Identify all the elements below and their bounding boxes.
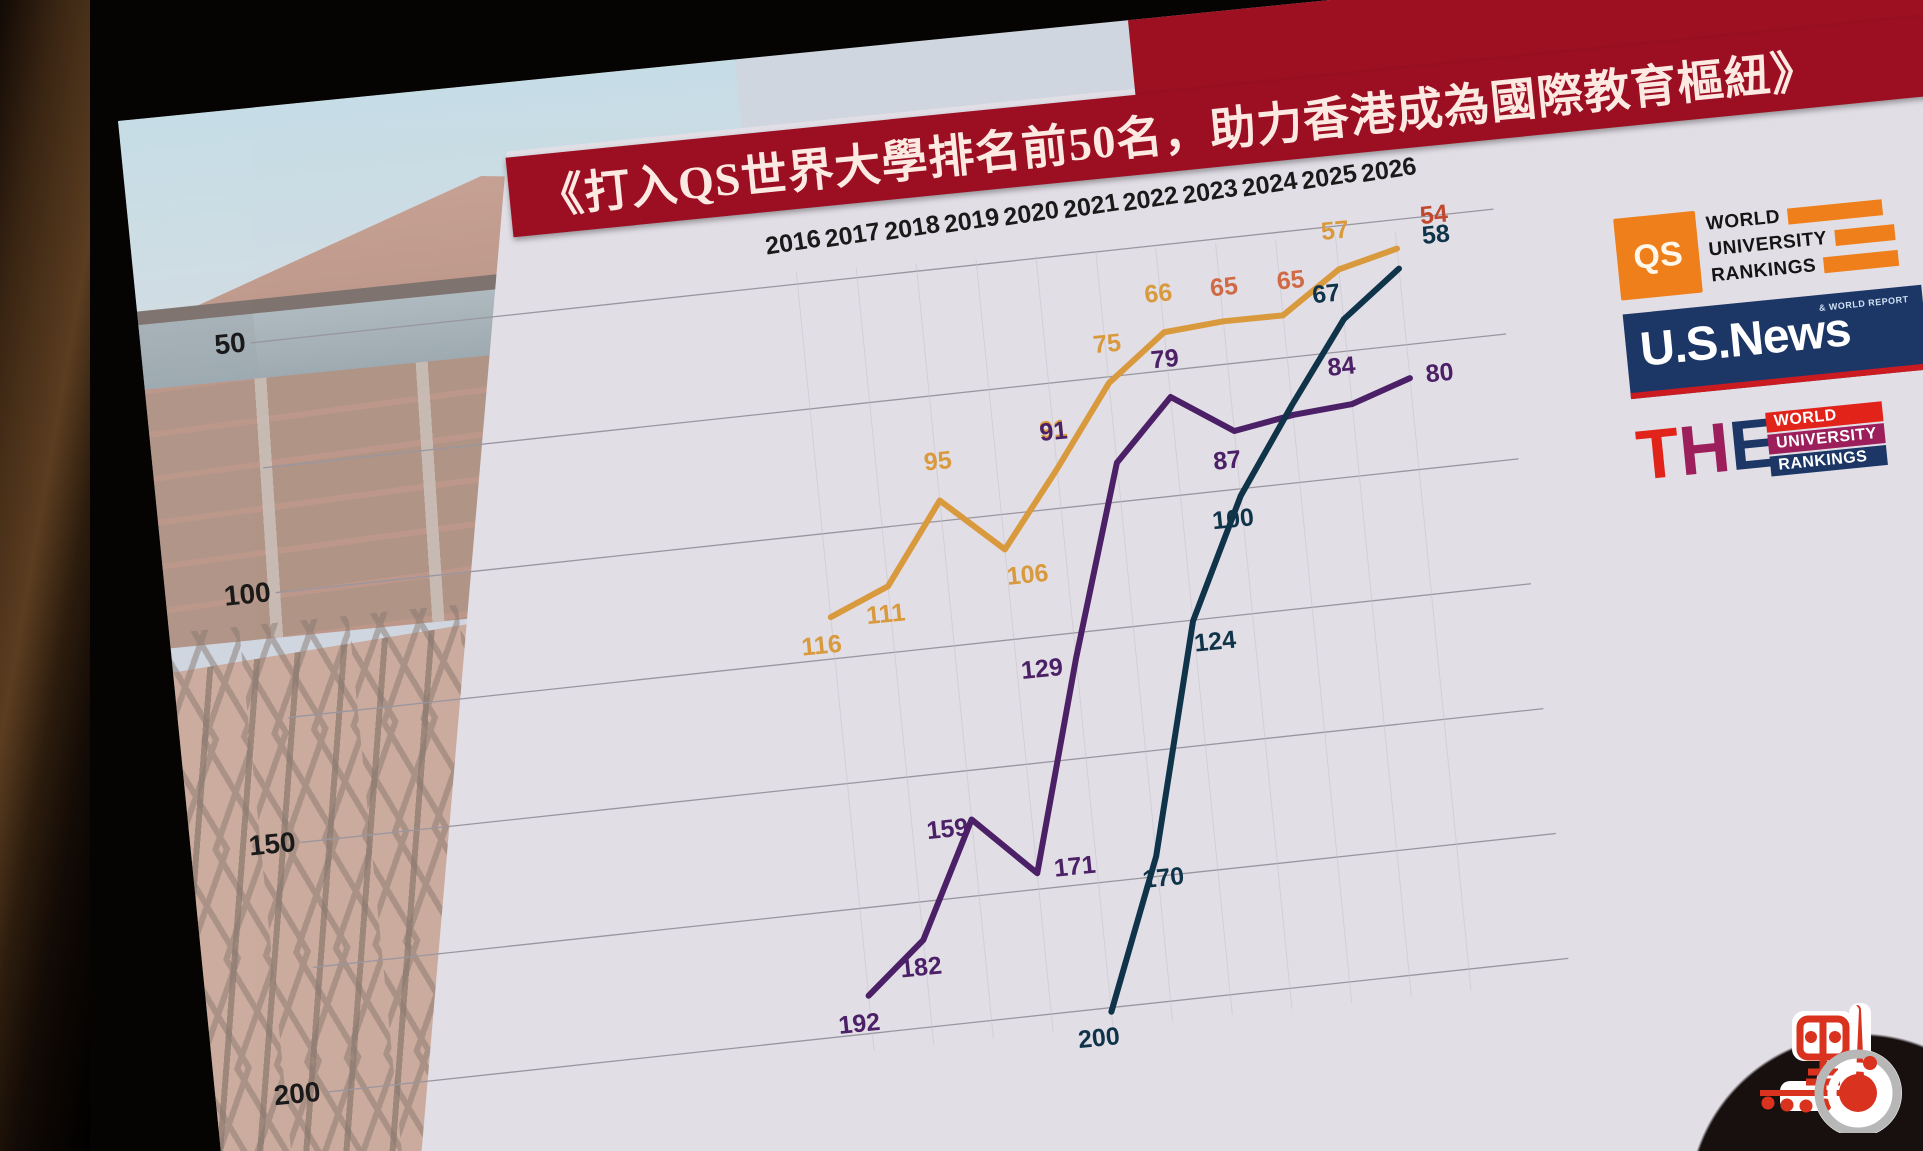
svg-text:67: 67 (1311, 279, 1341, 310)
svg-text:87: 87 (1212, 445, 1242, 476)
svg-text:95: 95 (923, 446, 954, 477)
svg-text:91: 91 (1038, 416, 1069, 447)
svg-text:84: 84 (1326, 351, 1357, 382)
svg-text:116: 116 (800, 630, 843, 662)
svg-text:2024: 2024 (1240, 166, 1299, 202)
svg-text:50: 50 (213, 326, 247, 360)
svg-text:100: 100 (222, 576, 272, 611)
svg-text:57: 57 (1320, 215, 1350, 246)
svg-text:65: 65 (1275, 265, 1306, 296)
svg-text:200: 200 (1077, 1022, 1121, 1054)
svg-text:106: 106 (1005, 559, 1049, 591)
svg-text:124: 124 (1193, 626, 1237, 658)
svg-text:66: 66 (1143, 278, 1173, 309)
svg-text:2019: 2019 (942, 203, 1001, 239)
svg-text:2018: 2018 (883, 210, 942, 246)
svg-text:150: 150 (247, 826, 297, 861)
svg-text:2017: 2017 (823, 217, 882, 253)
svg-text:200: 200 (272, 1076, 322, 1111)
svg-text:159: 159 (925, 813, 969, 845)
svg-text:80: 80 (1424, 358, 1454, 389)
svg-text:182: 182 (899, 951, 943, 983)
svg-text:129: 129 (1020, 653, 1064, 685)
svg-text:75: 75 (1092, 329, 1123, 360)
svg-text:2025: 2025 (1300, 159, 1359, 195)
svg-text:2026: 2026 (1359, 152, 1418, 188)
svg-text:2021: 2021 (1061, 188, 1120, 224)
svg-text:170: 170 (1141, 862, 1185, 894)
svg-text:2023: 2023 (1180, 174, 1239, 210)
svg-text:2022: 2022 (1121, 181, 1180, 217)
svg-text:2016: 2016 (763, 225, 822, 261)
svg-text:65: 65 (1209, 272, 1240, 303)
svg-text:171: 171 (1053, 851, 1097, 883)
svg-text:192: 192 (837, 1008, 881, 1040)
svg-text:58: 58 (1421, 219, 1452, 250)
svg-text:79: 79 (1150, 344, 1180, 375)
svg-text:100: 100 (1211, 503, 1255, 535)
svg-text:2020: 2020 (1002, 196, 1061, 232)
svg-text:111: 111 (865, 598, 907, 630)
